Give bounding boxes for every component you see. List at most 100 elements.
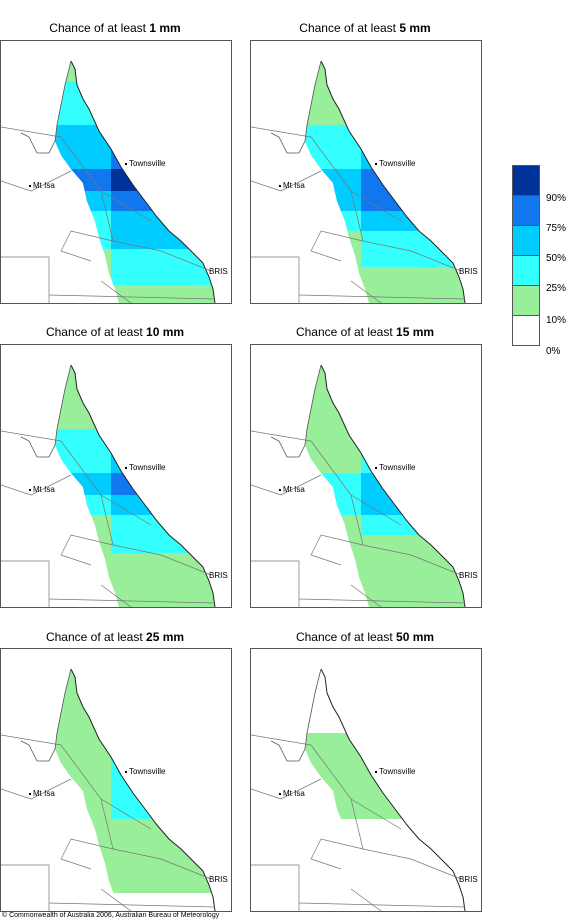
map-svg — [251, 60, 466, 303]
rain-band-inland — [55, 231, 111, 249]
label-mt-isa: Mt Isa — [279, 485, 305, 494]
rain-band — [305, 515, 465, 535]
title-amount: 15 mm — [396, 325, 435, 339]
title-amount: 10 mm — [146, 325, 185, 339]
map-svg — [1, 364, 216, 607]
title-amount: 1 mm — [149, 21, 181, 35]
rain-band-inland — [305, 191, 361, 211]
rain-band-inland — [55, 211, 111, 231]
rain-band-inland — [55, 147, 111, 169]
label-townsville: Townsville — [375, 463, 415, 472]
legend-swatch-50 — [512, 225, 540, 256]
map-1mm: Townsville Mt Isa BRIS — [0, 40, 232, 304]
rain-band — [55, 819, 215, 839]
label-mt-isa: Mt Isa — [29, 181, 55, 190]
label-mt-isa: Mt Isa — [29, 485, 55, 494]
rain-band-inland — [305, 249, 361, 267]
title-prefix: Chance of at least — [45, 325, 147, 339]
map-svg — [1, 60, 216, 303]
district-border — [251, 430, 312, 442]
district-border — [350, 280, 382, 303]
district-border — [251, 474, 322, 496]
rain-band — [55, 515, 215, 535]
panel-title-50mm: Chance of at least 50 mm — [250, 630, 480, 644]
coastline — [320, 60, 466, 303]
rain-band — [305, 589, 465, 607]
district-border — [251, 734, 312, 746]
rain-band-inland — [305, 407, 361, 429]
map-5mm: Townsville Mt Isa BRIS — [250, 40, 482, 304]
rain-band — [55, 799, 215, 819]
map-10mm: Townsville Mt Isa BRIS — [0, 344, 232, 608]
rain-band-inland — [55, 407, 111, 429]
rain-band — [55, 169, 215, 191]
rain-band — [55, 589, 215, 607]
legend-label-90: 90% — [546, 193, 567, 204]
rain-band — [305, 799, 465, 819]
label-bris: BRIS — [209, 571, 228, 580]
label-bris: BRIS — [459, 875, 478, 884]
title-prefix: Chance of at least — [45, 630, 147, 644]
rain-band-inland — [55, 733, 111, 755]
title-amount: 25 mm — [146, 630, 185, 644]
district-border — [362, 848, 462, 880]
rain-band-inland — [305, 81, 361, 103]
map-svg — [251, 668, 466, 911]
label-bris: BRIS — [459, 571, 478, 580]
label-townsville: Townsville — [125, 159, 165, 168]
rain-band-inland — [305, 231, 361, 249]
coastline — [70, 668, 216, 911]
rain-band-inland — [55, 385, 111, 407]
map-svg — [1, 668, 216, 911]
title-prefix: Chance of at least — [299, 21, 400, 35]
district-border — [298, 598, 466, 604]
rain-band — [305, 385, 465, 407]
district-border — [1, 560, 50, 607]
district-border — [350, 798, 402, 830]
legend-swatch-90 — [512, 165, 540, 196]
rain-band-inland — [55, 799, 111, 819]
district-border — [310, 534, 364, 566]
gulf-coastline — [20, 364, 72, 458]
rain-band-inland — [55, 125, 111, 147]
legend-label-50: 50% — [546, 253, 567, 264]
legend-label-25: 25% — [546, 283, 567, 294]
title-prefix: Chance of at least — [295, 630, 397, 644]
rain-band — [305, 553, 465, 571]
rain-band — [305, 777, 465, 799]
legend-label-75: 75% — [546, 223, 567, 234]
district-border — [100, 280, 132, 303]
district-border — [100, 190, 152, 222]
district-border — [100, 888, 132, 911]
rain-band — [305, 267, 465, 285]
gulf-coastline — [270, 364, 322, 458]
rain-band — [55, 495, 215, 515]
rain-band — [55, 249, 215, 267]
title-amount: 5 mm — [399, 21, 431, 35]
rain-band — [305, 211, 465, 231]
district-border — [112, 848, 212, 880]
label-townsville: Townsville — [375, 159, 415, 168]
coastline — [320, 364, 466, 607]
legend-label-0: 0% — [546, 346, 561, 357]
rain-band — [55, 267, 215, 285]
rain-band-inland — [55, 535, 111, 553]
gulf-coastline — [20, 668, 72, 762]
rain-band — [55, 711, 215, 733]
rain-band — [305, 733, 465, 755]
rain-band-inland — [305, 211, 361, 231]
district-border — [100, 584, 132, 607]
rain-band — [305, 571, 465, 589]
gulf-coastline — [270, 60, 322, 154]
gulf-coastline — [20, 60, 72, 154]
rain-band-inland — [305, 147, 361, 169]
coastline — [70, 60, 216, 303]
map-25mm: Townsville Mt Isa BRIS — [0, 648, 232, 912]
rain-band — [55, 211, 215, 231]
rain-band — [55, 875, 215, 893]
district-border — [251, 864, 300, 911]
district-border — [251, 560, 300, 607]
rain-band-inland — [305, 103, 361, 125]
coastline — [70, 364, 216, 607]
district-border — [298, 902, 466, 908]
